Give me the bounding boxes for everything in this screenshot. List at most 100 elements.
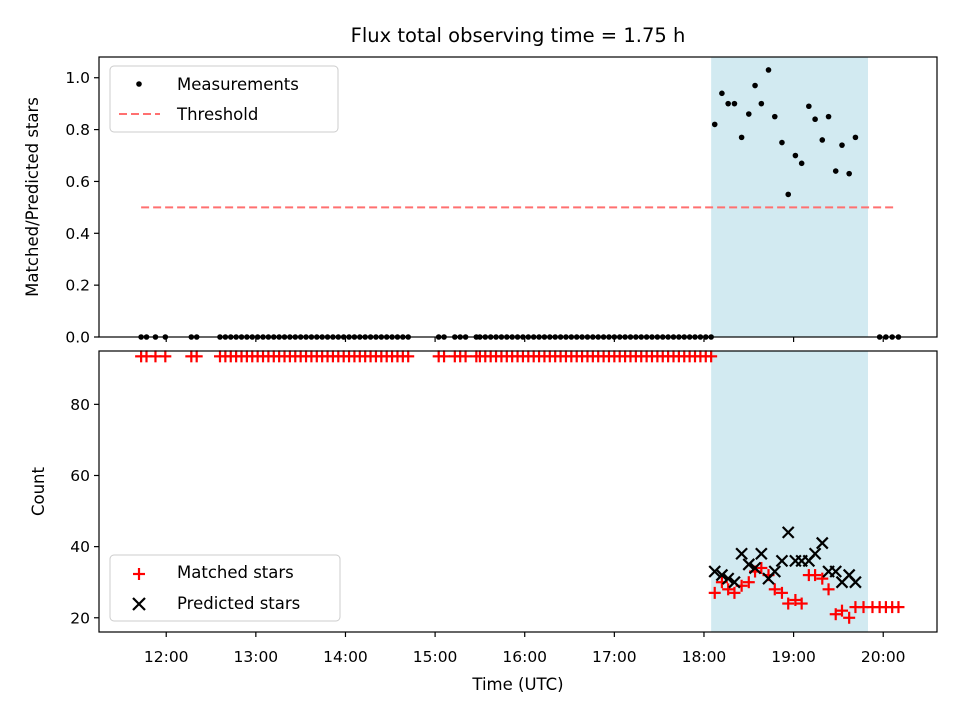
y-tick-label: 1.0	[65, 69, 90, 87]
predicted-star-marker	[715, 568, 729, 582]
predicted-star-marker	[755, 547, 768, 561]
bottom-y-ticks: 20 40 60 80	[70, 396, 99, 627]
matched-star-marker	[190, 350, 203, 363]
measurement-point	[839, 142, 845, 148]
x-tick-label: 15:00	[413, 648, 458, 666]
legend-matched-marker	[133, 568, 145, 580]
predicted-star-marker	[748, 561, 762, 575]
measurement-point	[819, 137, 826, 143]
measurement-point	[758, 100, 765, 107]
matched-star-marker	[755, 561, 768, 574]
matched-star-marker	[728, 586, 741, 599]
y-tick-label: 0.6	[65, 173, 90, 191]
legend-predicted-marker	[132, 597, 146, 611]
bottom-y-axis-label: Count	[29, 466, 48, 516]
legend-predicted-label: Predicted stars	[177, 594, 300, 613]
chart-title: Flux total observing time = 1.75 h	[351, 24, 686, 47]
x-tick-label: 18:00	[682, 648, 727, 666]
x-axis-label: Time (UTC)	[471, 675, 563, 694]
y-tick-label: 0.2	[65, 277, 90, 295]
predicted-star-marker	[742, 558, 756, 571]
predicted-star-marker	[816, 536, 829, 550]
measurement-point	[711, 121, 718, 128]
measurement-point	[798, 160, 805, 167]
matched-star-marker	[782, 597, 795, 610]
top-x-ticks	[165, 337, 884, 342]
top-axes-frame	[98, 56, 938, 338]
y-tick-label: 80	[70, 396, 90, 414]
predicted-star-marker	[775, 554, 789, 568]
measurement-point	[825, 113, 832, 120]
matched-star-marker	[775, 586, 788, 599]
predicted-star-marker	[721, 572, 735, 585]
predicted-star-marker	[849, 575, 862, 589]
predicted-star-marker	[768, 565, 782, 578]
measurement-point	[846, 170, 852, 177]
predicted-star-marker	[708, 565, 722, 578]
matched-star-marker	[402, 350, 415, 363]
bottom-axes-frame	[98, 350, 938, 633]
matched-star-marker	[789, 593, 802, 606]
bottom-x-ticks: 12:00 13:00 14:00 15:00 16:00 17:00 18:00 19:00…	[144, 632, 906, 666]
measurement-point	[731, 100, 738, 107]
matched-star-marker	[843, 611, 856, 624]
measurement-point	[771, 113, 778, 120]
measurement-point	[765, 67, 772, 73]
predicted-star-marker	[808, 547, 822, 561]
x-tick-label: 12:00	[144, 648, 189, 666]
x-tick-label: 13:00	[234, 648, 279, 666]
matched-star-marker	[795, 597, 808, 610]
matched-star-marker	[742, 576, 755, 589]
top-legend: Measurements Threshold	[109, 65, 339, 133]
matched-star-marker	[459, 350, 472, 363]
measurement-point	[806, 103, 812, 110]
measurement-point	[832, 168, 839, 174]
matched-star-marker	[835, 604, 848, 617]
y-tick-label: 0.4	[65, 225, 90, 243]
matched-star-marker	[705, 350, 718, 363]
legend-measurements-label: Measurements	[177, 75, 299, 94]
matched-stars-series	[135, 350, 905, 624]
bottom-legend: Matched stars Predicted stars	[109, 554, 341, 622]
x-tick-label: 19:00	[771, 648, 816, 666]
measurement-point	[792, 152, 799, 159]
predicted-star-marker	[735, 547, 748, 561]
x-tick-label: 20:00	[861, 648, 906, 666]
matched-star-marker	[892, 601, 905, 614]
matched-star-marker	[438, 350, 451, 363]
measurement-point	[745, 111, 752, 117]
y-tick-label: 20	[70, 609, 90, 627]
legend-measurements-marker	[136, 81, 142, 87]
predicted-star-marker	[728, 575, 741, 589]
x-tick-label: 17:00	[592, 648, 637, 666]
measurement-point	[785, 191, 792, 198]
matched-star-marker	[816, 572, 829, 585]
matched-star-marker	[159, 350, 172, 363]
observing-window-top	[711, 57, 868, 337]
matched-star-marker	[768, 583, 781, 596]
top-y-ticks: 0.0 0.2 0.4 0.6 0.8 1.0	[65, 69, 99, 347]
legend-threshold-label: Threshold	[176, 105, 258, 124]
x-tick-label: 14:00	[323, 648, 368, 666]
legend-matched-label: Matched stars	[177, 563, 294, 582]
y-tick-label: 40	[70, 538, 90, 556]
matched-star-marker	[822, 583, 835, 596]
predicted-star-marker	[781, 526, 795, 539]
matched-star-marker	[809, 569, 822, 582]
measurement-point	[738, 134, 745, 141]
measurement-point	[725, 100, 731, 107]
x-tick-label: 16:00	[502, 648, 547, 666]
predicted-star-marker	[829, 565, 843, 578]
measurement-point	[752, 82, 758, 89]
measurement-point	[852, 134, 859, 141]
ratio-panel: 0.0 0.2 0.4 0.6 0.8 1.0 Matched/Predicted sta…	[23, 56, 938, 347]
y-tick-label: 60	[70, 467, 90, 485]
top-y-axis-label: Matched/Predicted stars	[23, 97, 42, 297]
measurement-point	[812, 116, 818, 123]
matched-star-marker	[829, 608, 842, 621]
y-tick-label: 0.8	[65, 121, 90, 139]
measurement-point	[719, 90, 725, 97]
measurement-point	[779, 139, 785, 146]
